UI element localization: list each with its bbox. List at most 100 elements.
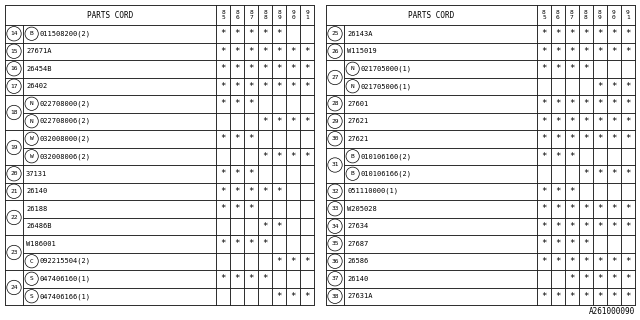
Circle shape: [7, 61, 21, 76]
Bar: [286, 252, 300, 270]
Text: 011508200(2): 011508200(2): [39, 30, 90, 37]
Bar: [5, 165, 23, 182]
Text: *: *: [248, 29, 253, 38]
Text: *: *: [611, 204, 617, 213]
Bar: [230, 200, 244, 218]
Bar: [579, 148, 593, 165]
Text: *: *: [611, 134, 617, 143]
Bar: [607, 200, 621, 218]
Bar: [258, 60, 272, 77]
Bar: [23, 218, 216, 235]
Bar: [5, 5, 314, 305]
Text: 36: 36: [332, 259, 339, 264]
Bar: [286, 5, 300, 25]
Text: 37: 37: [332, 276, 339, 281]
Text: *: *: [234, 47, 240, 56]
Text: *: *: [234, 82, 240, 91]
Bar: [565, 182, 579, 200]
Text: 8
5: 8 5: [221, 10, 225, 20]
Text: 8
7: 8 7: [249, 10, 253, 20]
Bar: [593, 113, 607, 130]
Text: *: *: [556, 152, 561, 161]
Bar: [216, 148, 230, 165]
Text: W186001: W186001: [26, 241, 56, 247]
Bar: [244, 252, 258, 270]
Text: *: *: [291, 82, 296, 91]
Bar: [272, 165, 286, 182]
Bar: [230, 5, 244, 25]
Bar: [607, 148, 621, 165]
Bar: [230, 130, 244, 148]
Text: 25: 25: [332, 31, 339, 36]
Text: 022708006(2): 022708006(2): [39, 118, 90, 124]
Bar: [537, 252, 551, 270]
Text: *: *: [597, 222, 603, 231]
Text: 27: 27: [332, 75, 339, 80]
Bar: [23, 77, 216, 95]
Bar: [216, 182, 230, 200]
Bar: [230, 252, 244, 270]
Bar: [5, 95, 23, 130]
Bar: [272, 148, 286, 165]
Bar: [300, 113, 314, 130]
Circle shape: [346, 167, 359, 180]
Bar: [286, 60, 300, 77]
Bar: [579, 113, 593, 130]
Bar: [300, 148, 314, 165]
Text: *: *: [556, 117, 561, 126]
Bar: [286, 218, 300, 235]
Text: *: *: [541, 29, 547, 38]
Circle shape: [328, 44, 342, 59]
Bar: [344, 287, 537, 305]
Bar: [551, 113, 565, 130]
Text: C: C: [30, 259, 33, 264]
Text: 021705006(1): 021705006(1): [360, 83, 412, 90]
Bar: [579, 25, 593, 43]
Bar: [326, 60, 344, 95]
Bar: [551, 77, 565, 95]
Bar: [244, 148, 258, 165]
Bar: [565, 5, 579, 25]
Text: *: *: [541, 99, 547, 108]
Bar: [23, 130, 216, 148]
Bar: [579, 77, 593, 95]
Bar: [593, 200, 607, 218]
Text: 27687: 27687: [347, 241, 368, 247]
Bar: [607, 25, 621, 43]
Circle shape: [25, 132, 38, 145]
Bar: [537, 130, 551, 148]
Circle shape: [25, 290, 38, 303]
Bar: [230, 182, 244, 200]
Bar: [579, 235, 593, 252]
Bar: [216, 200, 230, 218]
Text: *: *: [276, 82, 282, 91]
Text: *: *: [625, 47, 630, 56]
Bar: [244, 235, 258, 252]
Text: A261000090: A261000090: [589, 307, 635, 316]
Text: *: *: [570, 257, 575, 266]
Bar: [300, 235, 314, 252]
Bar: [300, 130, 314, 148]
Circle shape: [25, 97, 38, 110]
Bar: [23, 113, 216, 130]
Text: *: *: [611, 169, 617, 178]
Text: 26140: 26140: [347, 276, 368, 282]
Circle shape: [25, 149, 38, 163]
Circle shape: [7, 105, 21, 120]
Circle shape: [328, 184, 342, 198]
Bar: [230, 287, 244, 305]
Text: *: *: [583, 292, 589, 301]
Text: *: *: [597, 99, 603, 108]
Bar: [286, 130, 300, 148]
Text: *: *: [556, 29, 561, 38]
Bar: [551, 165, 565, 182]
Text: 33: 33: [332, 206, 339, 211]
Bar: [607, 235, 621, 252]
Bar: [607, 43, 621, 60]
Text: *: *: [597, 274, 603, 283]
Bar: [537, 60, 551, 77]
Bar: [258, 77, 272, 95]
Bar: [537, 287, 551, 305]
Text: *: *: [597, 257, 603, 266]
Text: 30: 30: [332, 136, 339, 141]
